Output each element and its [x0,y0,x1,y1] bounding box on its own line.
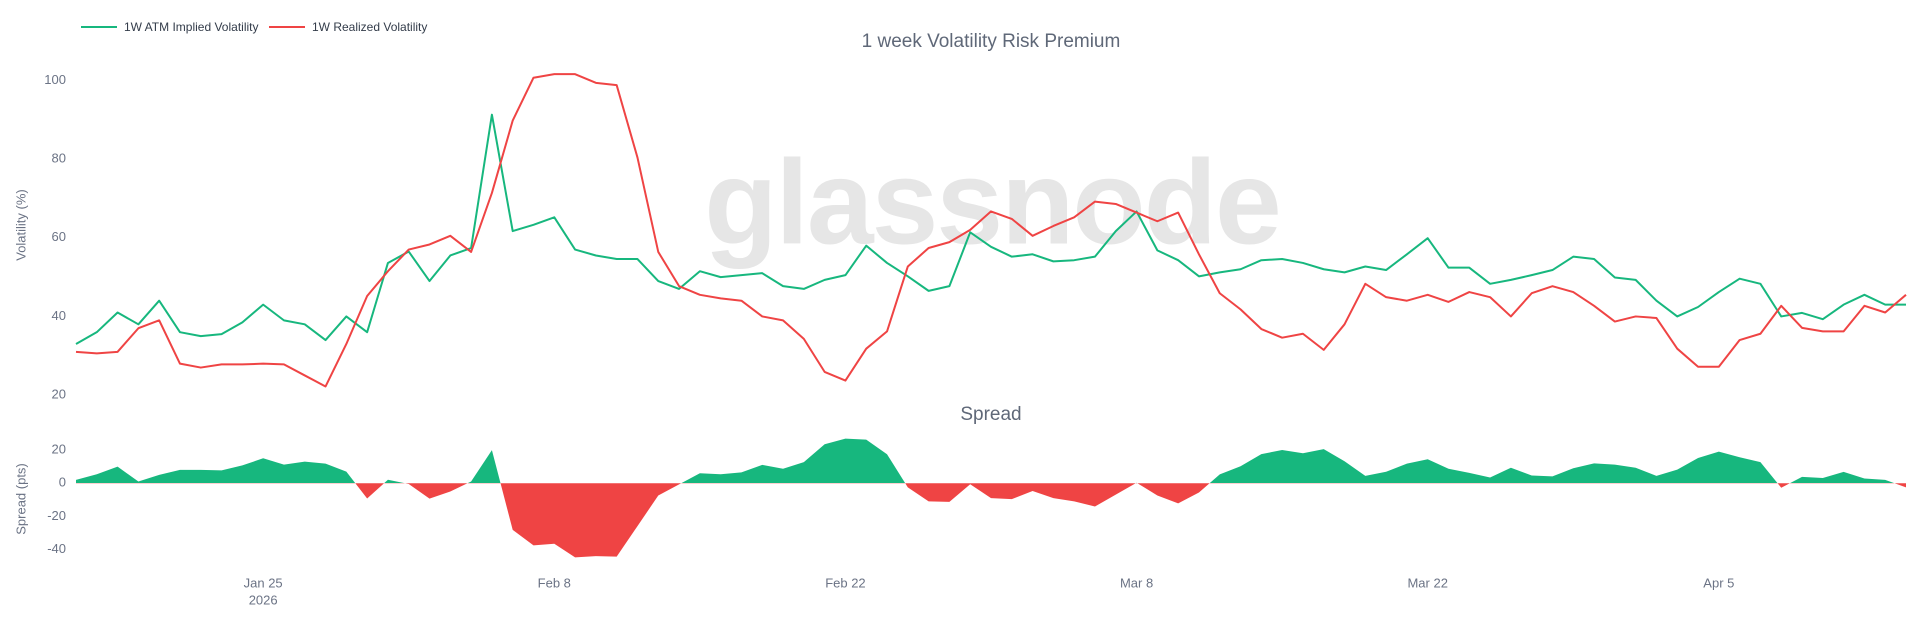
legend-label: 1W Realized Volatility [312,20,427,34]
watermark: glassnode [704,136,1280,270]
x-year-label: 2026 [249,592,278,607]
x-tick-label: Feb 8 [538,575,571,590]
chart-title: Spread [960,404,1021,425]
y-tick-label: 20 [52,387,66,402]
x-tick-label: Mar 8 [1120,575,1153,590]
legend-label: 1W ATM Implied Volatility [124,20,258,34]
y-tick-label: 40 [52,308,66,323]
y-tick-label: 80 [52,151,66,166]
x-tick-label: Jan 25 [244,575,283,590]
y-tick-label: 100 [44,72,66,87]
x-tick-label: Apr 5 [1703,575,1734,590]
series-line [75,113,1906,345]
x-tick-label: Feb 22 [825,575,865,590]
series-line [75,73,1907,388]
x-tick-label: Mar 22 [1407,575,1447,590]
y-tick-label: 60 [52,229,66,244]
spread-area [76,438,1906,558]
chart-title: 1 week Volatility Risk Premium [862,31,1121,52]
y-tick-label: 20 [52,441,66,456]
y-axis-title: Volatility (%) [13,189,28,261]
y-tick-label: 0 [59,475,66,490]
y-axis-title: Spread (pts) [13,463,28,535]
y-tick-label: -20 [47,508,66,523]
y-tick-label: -40 [47,541,66,556]
